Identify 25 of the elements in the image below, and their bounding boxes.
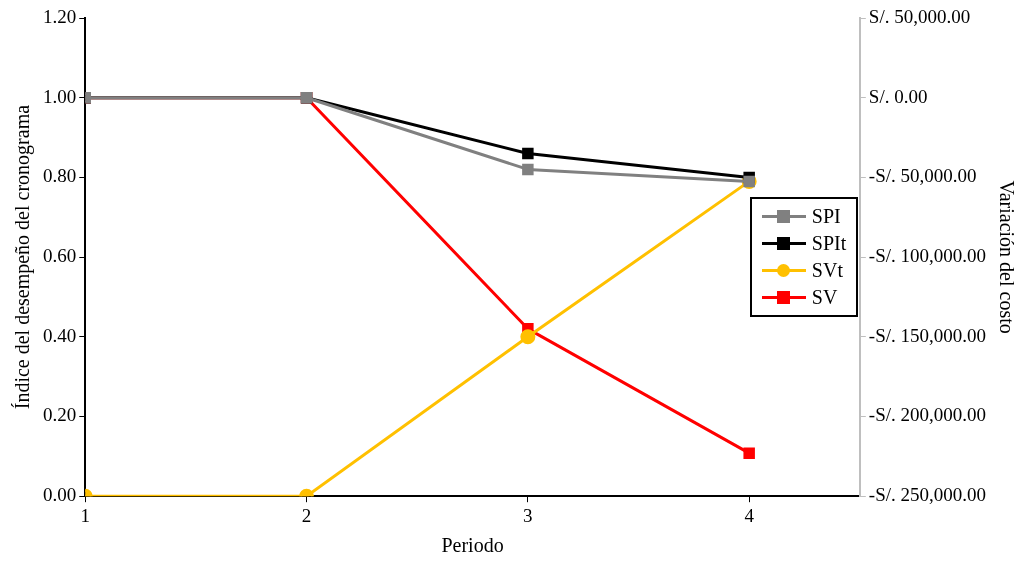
y-tick-label: 0.20 — [43, 404, 77, 426]
legend-label: SPI — [811, 205, 841, 229]
y-tick-label: 0.40 — [43, 324, 77, 346]
x-tick-label: 1 — [80, 504, 90, 526]
y2-tick-label: -S/. 250,000.00 — [868, 484, 987, 506]
legend-label: SPIt — [811, 232, 847, 256]
y2-tick-label: -S/. 150,000.00 — [868, 324, 987, 346]
x-tick-label: 2 — [301, 504, 312, 526]
y-tick-label: 1.00 — [43, 85, 77, 107]
y-tick-label: 0.00 — [43, 484, 77, 506]
legend-label: SV — [811, 286, 838, 310]
y-tick-label: 0.60 — [43, 245, 77, 267]
y2-tick-label: S/. 50,000.00 — [868, 5, 971, 27]
x-axis-title: Periodo — [441, 534, 504, 557]
y-tick-label: 1.20 — [43, 5, 77, 27]
legend-label: SVt — [811, 259, 843, 283]
y2-tick-label: -S/. 200,000.00 — [868, 404, 987, 426]
y-tick-label: 0.80 — [43, 165, 77, 187]
y2-tick-label: -S/. 50,000.00 — [868, 165, 977, 187]
x-tick-label: 4 — [744, 504, 755, 526]
x-tick-label: 3 — [523, 504, 533, 526]
y2-axis-title: Variación del costo — [995, 180, 1018, 334]
y2-tick-label: -S/. 100,000.00 — [868, 245, 987, 267]
y2-tick-label: S/. 0.00 — [868, 85, 928, 107]
y-axis-title: Índice del desempeño del cronograma — [11, 104, 35, 410]
